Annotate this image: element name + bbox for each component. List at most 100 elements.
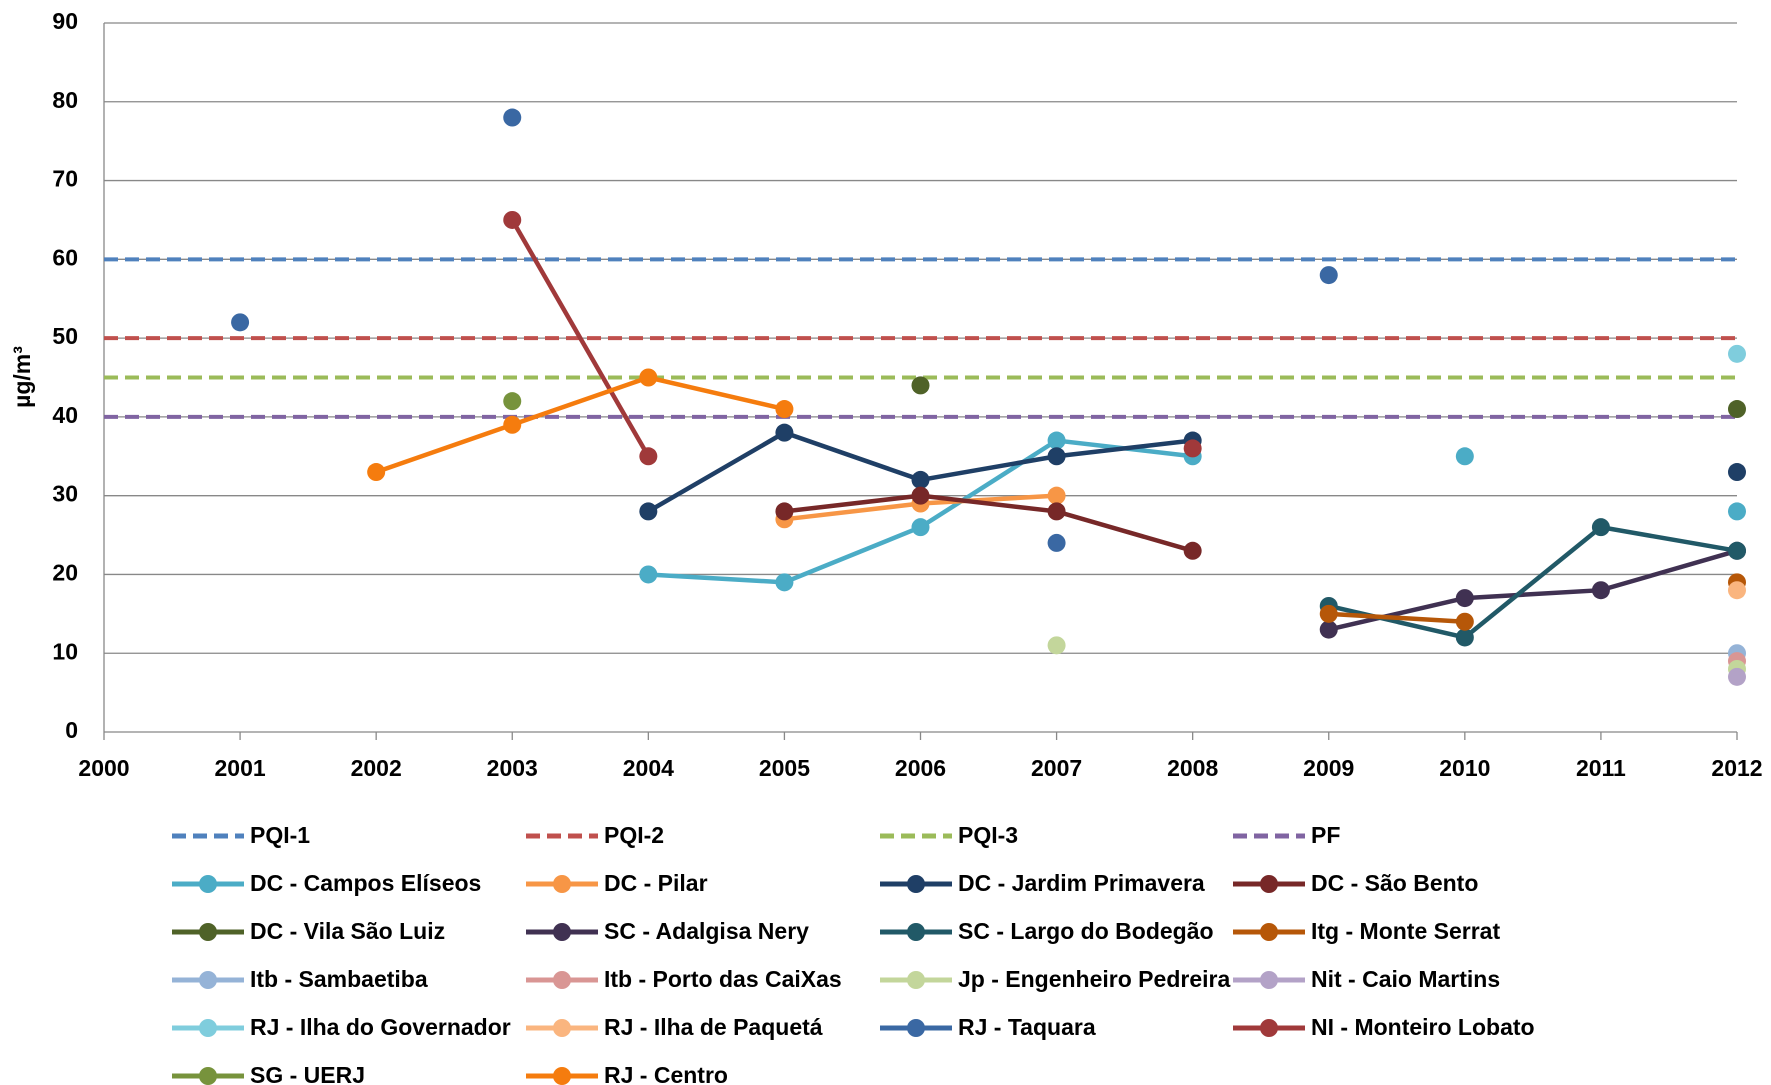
data-point	[1455, 589, 1474, 608]
legend-marker	[199, 1067, 217, 1085]
y-tick-label: 40	[52, 402, 78, 428]
data-point	[503, 392, 522, 411]
legend-label: SC - Adalgisa Nery	[604, 918, 809, 944]
legend-label: Nit - Caio Martins	[1311, 966, 1500, 992]
legend-label: PF	[1311, 822, 1340, 848]
legend-marker	[553, 923, 571, 941]
x-tick-label: 2004	[623, 755, 674, 781]
legend-label: RJ - Ilha de Paquetá	[604, 1014, 823, 1040]
x-tick-label: 2005	[759, 755, 810, 781]
x-tick-label: 2012	[1711, 755, 1762, 781]
legend-label: Itb - Porto das CaiXas	[604, 966, 842, 992]
data-point	[367, 463, 386, 482]
x-tick-label: 2009	[1303, 755, 1354, 781]
data-point	[1455, 628, 1474, 647]
data-point	[1591, 518, 1610, 537]
legend-label: DC - Jardim Primavera	[958, 870, 1205, 896]
data-point	[911, 486, 930, 505]
data-point	[1455, 612, 1474, 631]
data-point	[1047, 636, 1066, 655]
data-point	[1728, 667, 1746, 686]
data-point	[639, 368, 658, 387]
data-point	[775, 423, 794, 442]
y-tick-label: 60	[52, 244, 78, 270]
legend-label: SC - Largo do Bodegão	[958, 918, 1214, 944]
y-tick-label: 70	[52, 166, 78, 192]
data-point	[1319, 266, 1338, 285]
y-tick-label: 80	[52, 87, 78, 113]
data-point	[775, 502, 794, 521]
legend-label: Jp - Engenheiro Pedreira	[958, 966, 1230, 992]
legend-label: DC - Campos Elíseos	[250, 870, 481, 896]
x-tick-label: 2008	[1167, 755, 1218, 781]
legend-label: DC - São Bento	[1311, 870, 1478, 896]
data-point	[503, 108, 522, 127]
y-tick-label: 10	[52, 638, 78, 664]
data-point	[1728, 463, 1746, 482]
data-point	[1047, 431, 1066, 450]
y-tick-label: 0	[65, 717, 78, 743]
legend-label: RJ - Centro	[604, 1062, 728, 1085]
data-point	[1728, 541, 1746, 560]
legend-marker	[1260, 875, 1278, 893]
x-tick-label: 2011	[1576, 755, 1626, 781]
legend-marker	[1260, 923, 1278, 941]
y-tick-label: 20	[52, 560, 78, 586]
legend-marker	[553, 875, 571, 893]
legend-label: RJ - Ilha do Governador	[250, 1014, 511, 1040]
data-point	[1047, 502, 1066, 521]
data-point	[911, 376, 930, 395]
legend-label: SG - UERJ	[250, 1062, 365, 1085]
series-line	[375, 375, 785, 475]
data-point	[911, 470, 930, 489]
legend-marker	[553, 1019, 571, 1037]
data-point	[1047, 486, 1066, 505]
x-tick-label: 2003	[487, 755, 538, 781]
y-tick-label: 30	[52, 481, 78, 507]
x-tick-label: 2001	[214, 755, 265, 781]
data-point	[1319, 604, 1338, 623]
data-point	[1728, 400, 1746, 419]
y-tick-label: 50	[52, 323, 78, 349]
data-point	[1047, 447, 1066, 466]
y-tick-label: 90	[52, 8, 78, 34]
legend-marker	[907, 923, 925, 941]
data-point	[1319, 620, 1338, 639]
legend-label: RJ - Taquara	[958, 1014, 1096, 1040]
data-point	[775, 573, 794, 592]
data-point	[1455, 447, 1474, 466]
legend-marker	[553, 1067, 571, 1085]
x-tick-label: 2007	[1031, 755, 1082, 781]
data-point	[639, 447, 658, 466]
legend-marker	[907, 875, 925, 893]
legend-marker	[1260, 971, 1278, 989]
x-tick-label: 2002	[351, 755, 402, 781]
data-point	[1183, 439, 1202, 458]
data-point	[1728, 344, 1746, 363]
legend-label: DC - Vila São Luiz	[250, 918, 445, 944]
legend-marker	[907, 1019, 925, 1037]
legend-marker	[199, 1019, 217, 1037]
legend-label: NI - Monteiro Lobato	[1311, 1014, 1535, 1040]
data-point	[231, 313, 250, 332]
data-point	[1728, 502, 1746, 521]
legend-label: Itg - Monte Serrat	[1311, 918, 1500, 944]
data-point	[1047, 533, 1066, 552]
legend-marker	[199, 971, 217, 989]
legend-marker	[1260, 1019, 1278, 1037]
data-point	[1591, 581, 1610, 600]
data-point	[1183, 541, 1202, 560]
legend-label: Itb - Sambaetiba	[250, 966, 428, 992]
data-point	[775, 400, 794, 419]
legend-marker	[199, 875, 217, 893]
data-point	[911, 518, 930, 537]
data-point	[503, 415, 522, 434]
series-line	[1329, 582, 1737, 621]
series-line	[1328, 548, 1738, 632]
data-point	[639, 565, 658, 584]
data-point	[1728, 581, 1746, 600]
x-tick-label: 2006	[895, 755, 946, 781]
legend-label: DC - Pilar	[604, 870, 708, 896]
legend-label: PQI-2	[604, 822, 664, 848]
